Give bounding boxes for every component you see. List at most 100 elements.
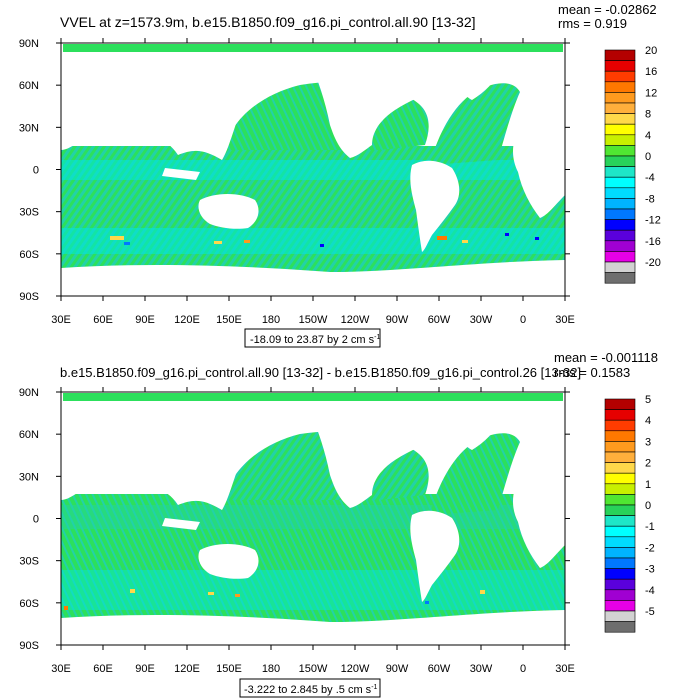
colorbar-label: 0 [645,500,651,512]
colorbar-swatch [604,198,636,210]
panel-1-rms: rms = 0.919 [558,16,627,31]
colorbar-swatch [604,419,636,432]
y-tick-label: 60N [19,429,39,441]
colorbar-swatch [604,155,636,167]
colorbar-swatch [604,600,636,612]
colorbar-label: -1 [645,521,655,533]
colorbar-swatch [604,145,636,157]
land-indonesia [162,518,200,530]
arctic-ocean [63,393,563,401]
colorbar-label: 2 [645,458,651,470]
x-tick-label: 30E [555,314,575,326]
colorbar-swatch [604,472,636,485]
land-eurasia [61,55,300,160]
colorbar-swatch [604,494,636,506]
colorbar-swatch [604,219,636,231]
land-africa [513,474,565,568]
colorbar-label: -3 [645,564,655,576]
hotspot [110,236,124,240]
colorbar-swatch [604,92,636,104]
hotspot [235,594,240,597]
panel-1-map [60,42,566,297]
land-africa [513,124,565,218]
x-tick-label: 90W [386,663,409,675]
hotspot [505,233,509,236]
panel-1-range-box: -18.09 to 23.87 by 2 cm s-1 [244,328,381,348]
land-north-america [310,62,443,158]
y-tick-label: 90N [19,387,39,399]
colorbar-label: -5 [645,606,655,618]
x-tick-label: 120E [174,663,200,675]
hotspot [64,606,68,610]
colorbar-swatch [604,610,636,622]
land-south-america [410,160,460,252]
colorbar-swatch [604,261,636,273]
land [61,405,565,645]
range-label: -18.09 to 23.87 by 2 cm s-1 [250,334,380,346]
land-eurasia [61,405,300,510]
x-tick-label: 180 [262,314,280,326]
colorbar-label: -16 [645,236,661,248]
y-tick-label: 30S [19,207,39,219]
colorbar-swatch [604,113,636,125]
land-antarctica [61,260,565,296]
land-greenland [448,411,500,450]
hotspot [320,244,324,247]
colorbar-swatch [604,208,636,220]
panel-2-y-axis: 90N 60N 30N 0 30S 60S 90S [19,387,570,652]
x-tick-label: 90E [135,314,155,326]
hotspot [214,241,222,244]
colorbar-swatch [604,504,636,516]
panel-2-rms: rms = 0.1583 [554,365,630,380]
y-tick-label: 30N [19,471,39,483]
colorbar-swatch [604,462,636,474]
colorbar-swatch [604,272,636,284]
x-tick-label: 120W [341,663,370,675]
y-tick-label: 60S [19,249,39,261]
ocean-field [61,228,565,254]
land-greenland [448,61,500,100]
colorbar-swatch [604,557,636,569]
colorbar-swatch [604,589,636,601]
colorbar-label: 1 [645,479,651,491]
panel-1-y-axis: 90N 60N 30N 0 30S 60S 90S [19,38,570,303]
colorbar-label: 5 [645,394,651,406]
x-tick-label: 60E [93,314,113,326]
land-europe [520,412,565,470]
colorbar-swatch [604,536,636,548]
colorbar-label: -12 [645,215,661,227]
x-tick-label: 30E [51,663,71,675]
hotspot [130,589,135,593]
panel-2-colorbar: 5 4 3 2 1 0 -1 -2 -3 -4 -5 [604,394,655,633]
colorbar-label: 16 [645,66,657,78]
colorbar-swatch [604,441,636,453]
panel-2-title: b.e15.B1850.f09_g16.pi_control.all.90 [1… [60,365,581,380]
colorbar-swatch [604,49,636,61]
y-tick-label: 60N [19,80,39,92]
panel-1: VVEL at z=1573.9m, b.e15.B1850.f09_g16.p… [19,2,661,348]
hotspots [110,233,539,247]
colorbar-swatch [604,81,636,93]
hotspot [462,240,468,243]
hotspot [480,590,485,594]
north-atlantic [430,433,520,515]
arctic-ocean [63,44,563,52]
colorbar-swatch [604,102,636,114]
x-tick-label: 120E [174,314,200,326]
colorbar-swatch [604,409,636,421]
colorbar-label: 4 [645,415,651,427]
x-tick-label: 30W [470,663,493,675]
panel-2-map [60,391,566,646]
land-australia [198,544,259,579]
colorbar-swatch [604,525,636,538]
x-tick-label: 120W [341,314,370,326]
colorbar-label: 0 [645,151,651,163]
colorbar-swatch [604,547,636,559]
colorbar-label: 4 [645,130,651,142]
colorbar-swatch [604,70,636,83]
x-tick-label: 0 [520,314,526,326]
hotspot [208,592,214,595]
colorbar-swatch [604,60,636,72]
panel-2-x-axis: 30E 60E 90E 120E 150E 180 150W 120W 90W 60W 30W 0 30… [51,387,575,675]
panel-2-range-box: -3.222 to 2.845 by .5 cm s-1 [239,678,381,698]
